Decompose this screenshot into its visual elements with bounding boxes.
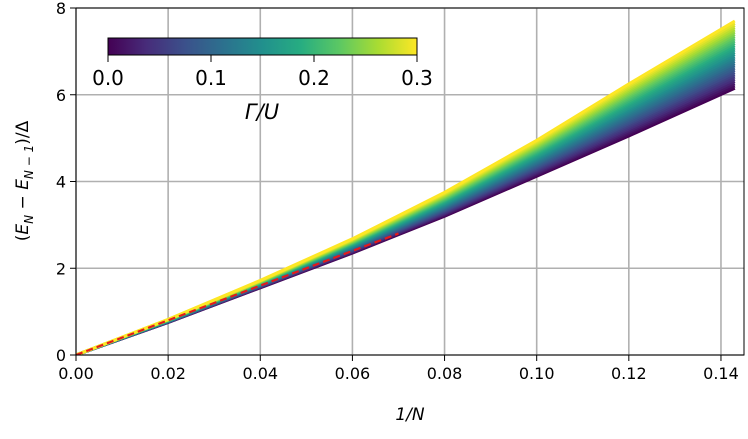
x-tick-label: 0.10 bbox=[519, 364, 555, 383]
y-axis-label: (EN − EN − 1)/Δ bbox=[13, 120, 36, 241]
colorbar-tick-label: 0.0 bbox=[92, 66, 124, 90]
y-tick-label: 0 bbox=[56, 346, 66, 365]
colorbar-tick-label: 0.1 bbox=[195, 66, 227, 90]
x-tick-label: 0.04 bbox=[242, 364, 278, 383]
series-line bbox=[76, 19, 736, 355]
x-tick-label: 0.14 bbox=[703, 364, 739, 383]
colorbar-label: Γ/U bbox=[245, 100, 279, 124]
colorbar-tick-label: 0.2 bbox=[298, 66, 330, 90]
y-axis-ticks: 0 2 4 6 8 bbox=[56, 0, 76, 365]
colorbar-gradient bbox=[107, 37, 418, 56]
reference-dashed-line bbox=[76, 232, 399, 355]
x-axis-label: 1/N bbox=[395, 405, 425, 425]
colorbar-tick-label: 0.3 bbox=[401, 66, 433, 90]
colorbar: 0.0 0.1 0.2 0.3 Γ/U bbox=[92, 37, 433, 124]
y-tick-label: 2 bbox=[56, 259, 66, 278]
x-tick-label: 0.00 bbox=[58, 364, 94, 383]
x-tick-label: 0.02 bbox=[150, 364, 186, 383]
reference-line-group bbox=[76, 232, 399, 355]
y-tick-label: 6 bbox=[56, 86, 66, 105]
x-tick-label: 0.12 bbox=[611, 364, 647, 383]
y-tick-label: 8 bbox=[56, 0, 66, 18]
x-tick-label: 0.06 bbox=[335, 364, 371, 383]
x-tick-label: 0.08 bbox=[427, 364, 463, 383]
y-tick-label: 4 bbox=[56, 173, 66, 192]
grid-lines bbox=[75, 7, 744, 356]
colorbar-ticks: 0.0 0.1 0.2 0.3 bbox=[92, 55, 433, 90]
x-axis-ticks: 0.00 0.02 0.04 0.06 0.08 0.10 0.12 0.14 bbox=[58, 355, 739, 383]
